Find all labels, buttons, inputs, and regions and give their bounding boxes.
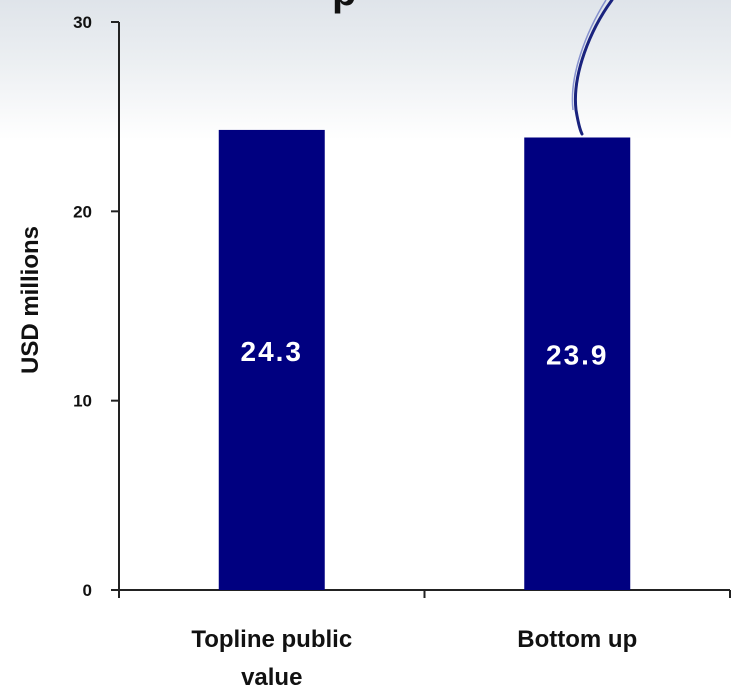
y-tick-label: 10 xyxy=(73,392,92,411)
x-category-label: Bottom up xyxy=(517,626,637,653)
axes xyxy=(111,21,731,598)
labels: 0 10 20 30 24.3 Topline public value 23.9 Bottom… xyxy=(73,13,637,691)
bars xyxy=(218,129,631,591)
y-tick-label: 30 xyxy=(73,13,92,32)
data-label-2: 23.9 xyxy=(546,340,609,371)
chart-title-fragment: p xyxy=(332,0,356,15)
annotation-curve-inner xyxy=(571,0,607,111)
background-gradient xyxy=(0,0,731,140)
bar-2 xyxy=(524,137,631,590)
y-tick-label: 0 xyxy=(83,581,92,600)
bar-1 xyxy=(218,129,325,591)
data-label-1: 24.3 xyxy=(241,336,304,367)
y-axis-label: USD millions xyxy=(17,226,44,374)
y-tick-label: 20 xyxy=(73,202,92,221)
x-category-label: value xyxy=(241,664,302,691)
annotation-curve xyxy=(573,0,614,136)
x-category-label: Topline public xyxy=(191,626,352,653)
